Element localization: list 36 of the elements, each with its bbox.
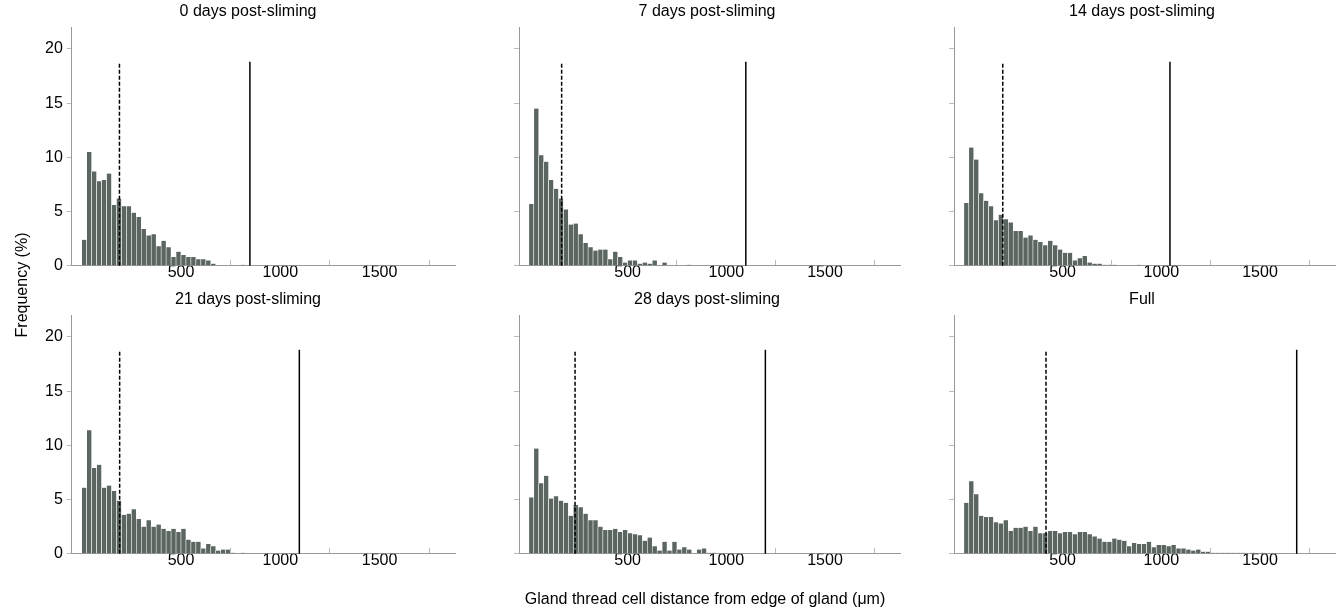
x-tick-label: 1000: [708, 262, 745, 280]
x-tick-label: 1000: [1143, 262, 1180, 280]
chart-title: Full: [1129, 290, 1155, 308]
x-tick-label: 1000: [262, 262, 299, 280]
x-tick-label: 1500: [1242, 550, 1278, 568]
chart-title: 14 days post-sliming: [1069, 2, 1215, 20]
y-tick-label: 10: [45, 435, 63, 453]
y-axis-title: Frequency (%): [13, 232, 31, 338]
x-tick-label: 1000: [1143, 550, 1180, 568]
x-tick-label: 1000: [262, 550, 299, 568]
chart-title: 0 days post-sliming: [179, 2, 317, 20]
chart-title: 7 days post-sliming: [638, 2, 776, 20]
x-tick-label: 1000: [708, 550, 745, 568]
y-tick-label: 5: [53, 489, 63, 507]
x-tick-label: 500: [167, 550, 195, 568]
x-tick-label: 1500: [361, 550, 398, 568]
y-tick-label: 5: [53, 201, 63, 219]
y-tick-label: 20: [45, 39, 63, 57]
x-tick-label: 500: [614, 550, 642, 568]
y-tick-label: 20: [45, 327, 63, 345]
y-tick-label: 0: [53, 256, 63, 274]
x-tick-label: 500: [614, 262, 642, 280]
chart-title: 21 days post-sliming: [175, 290, 321, 308]
x-tick-label: 500: [167, 262, 195, 280]
x-tick-label: 1500: [1242, 262, 1278, 280]
x-tick-label: 500: [1049, 262, 1077, 280]
x-tick-label: 500: [1049, 550, 1077, 568]
y-tick-label: 15: [45, 93, 63, 111]
x-axis-title: Gland thread cell distance from edge of gland (μm): [524, 590, 886, 608]
x-tick-label: 1500: [807, 262, 843, 280]
x-tick-label: 1500: [807, 550, 843, 568]
y-tick-label: 10: [45, 147, 63, 165]
y-tick-label: 15: [45, 381, 63, 399]
chart-title: 28 days post-sliming: [634, 290, 780, 308]
x-tick-label: 1500: [361, 262, 398, 280]
y-tick-label: 0: [53, 544, 63, 562]
